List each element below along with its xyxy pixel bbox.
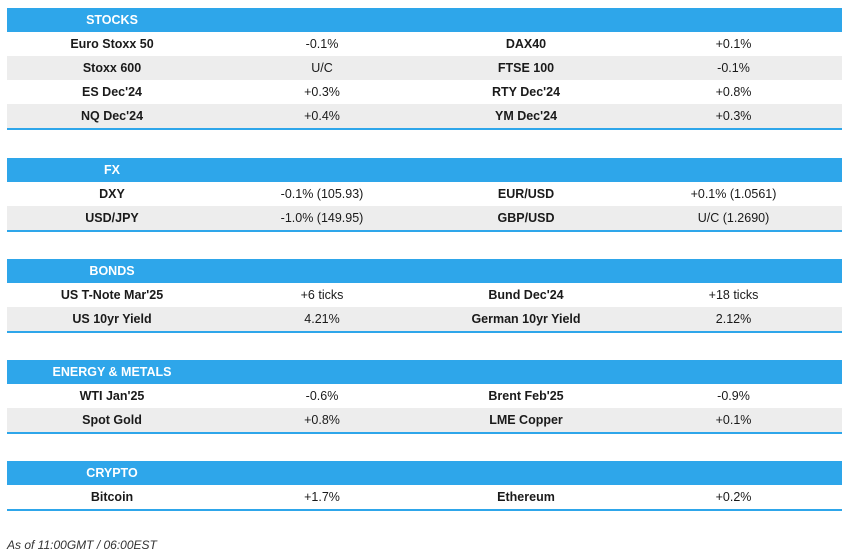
section-crypto: CRYPTO Bitcoin +1.7% Ethereum +0.2% [7, 461, 842, 511]
instrument-change: +0.1% (1.0561) [690, 187, 777, 201]
section-divider [7, 509, 842, 511]
instrument-change: +0.8% [304, 413, 340, 427]
instrument-change: +0.1% [715, 37, 752, 51]
instrument-name: Bund Dec'24 [488, 288, 564, 302]
instrument-change: -0.9% [717, 389, 750, 403]
instrument-name: LME Copper [489, 413, 563, 427]
instrument-name: WTI Jan'25 [79, 389, 145, 403]
table-row: NQ Dec'24 +0.4% YM Dec'24 +0.3% [7, 104, 842, 128]
instrument-name: RTY Dec'24 [491, 85, 561, 99]
table-row: US T-Note Mar'25 +6 ticks Bund Dec'24 +1… [7, 283, 842, 307]
section-energy-metals: ENERGY & METALS WTI Jan'25 -0.6% Brent F… [7, 360, 842, 434]
section-header: STOCKS [7, 8, 842, 32]
instrument-change: 2.12% [715, 312, 752, 326]
instrument-change: +0.2% [715, 490, 752, 504]
section-bonds: BONDS US T-Note Mar'25 +6 ticks Bund Dec… [7, 259, 842, 333]
instrument-change: U/C (1.2690) [697, 211, 770, 225]
table-row: USD/JPY -1.0% (149.95) GBP/USD U/C (1.26… [7, 206, 842, 230]
instrument-change: 4.21% [304, 312, 340, 326]
instrument-name: USD/JPY [85, 211, 139, 225]
instrument-name: Brent Feb'25 [488, 389, 564, 403]
section-header: FX [7, 158, 842, 182]
instrument-change: -0.1% [717, 61, 750, 75]
table-row: Spot Gold +0.8% LME Copper +0.1% [7, 408, 842, 432]
instrument-change: -0.1% (105.93) [280, 187, 364, 201]
table-row: Euro Stoxx 50 -0.1% DAX40 +0.1% [7, 32, 842, 56]
table-row: ES Dec'24 +0.3% RTY Dec'24 +0.8% [7, 80, 842, 104]
timestamp-footnote: As of 11:00GMT / 06:00EST [7, 538, 157, 552]
instrument-name: DXY [99, 187, 125, 201]
instrument-change: -0.6% [305, 389, 339, 403]
section-header: BONDS [7, 259, 842, 283]
instrument-name: FTSE 100 [497, 61, 555, 75]
instrument-name: GBP/USD [497, 211, 555, 225]
instrument-change: +0.3% [304, 85, 340, 99]
instrument-name: Bitcoin [90, 490, 134, 504]
instrument-name: Stoxx 600 [82, 61, 142, 75]
table-row: Stoxx 600 U/C FTSE 100 -0.1% [7, 56, 842, 80]
instrument-change: -0.1% [305, 37, 339, 51]
instrument-change: +0.3% [715, 109, 752, 123]
instrument-change: +1.7% [304, 490, 340, 504]
table-row: US 10yr Yield 4.21% German 10yr Yield 2.… [7, 307, 842, 331]
instrument-change: +0.8% [715, 85, 752, 99]
section-divider [7, 128, 842, 130]
instrument-name: Spot Gold [82, 413, 142, 427]
section-title: CRYPTO [86, 466, 138, 480]
section-header: CRYPTO [7, 461, 842, 485]
section-divider [7, 331, 842, 333]
instrument-name: DAX40 [505, 37, 547, 51]
instrument-name: ES Dec'24 [82, 85, 142, 99]
instrument-name: German 10yr Yield [471, 312, 581, 326]
instrument-name: Ethereum [497, 490, 555, 504]
instrument-name: YM Dec'24 [494, 109, 558, 123]
section-title: FX [104, 163, 120, 177]
instrument-name: US T-Note Mar'25 [60, 288, 164, 302]
section-header: ENERGY & METALS [7, 360, 842, 384]
instrument-change: +6 ticks [300, 288, 344, 302]
section-title: ENERGY & METALS [52, 365, 172, 379]
section-divider [7, 432, 842, 434]
instrument-change: +0.1% [715, 413, 752, 427]
section-title: STOCKS [86, 13, 138, 27]
section-fx: FX DXY -0.1% (105.93) EUR/USD +0.1% (1.0… [7, 158, 842, 232]
instrument-name: EUR/USD [497, 187, 555, 201]
instrument-name: US 10yr Yield [72, 312, 152, 326]
table-row: DXY -0.1% (105.93) EUR/USD +0.1% (1.0561… [7, 182, 842, 206]
instrument-change: +18 ticks [708, 288, 759, 302]
section-stocks: STOCKS Euro Stoxx 50 -0.1% DAX40 +0.1% S… [7, 8, 842, 130]
section-divider [7, 230, 842, 232]
table-row: Bitcoin +1.7% Ethereum +0.2% [7, 485, 842, 509]
instrument-change: +0.4% [304, 109, 340, 123]
instrument-name: NQ Dec'24 [80, 109, 144, 123]
instrument-change: U/C [311, 61, 333, 75]
table-row: WTI Jan'25 -0.6% Brent Feb'25 -0.9% [7, 384, 842, 408]
section-title: BONDS [89, 264, 135, 278]
instrument-change: -1.0% (149.95) [280, 211, 364, 225]
instrument-name: Euro Stoxx 50 [70, 37, 154, 51]
